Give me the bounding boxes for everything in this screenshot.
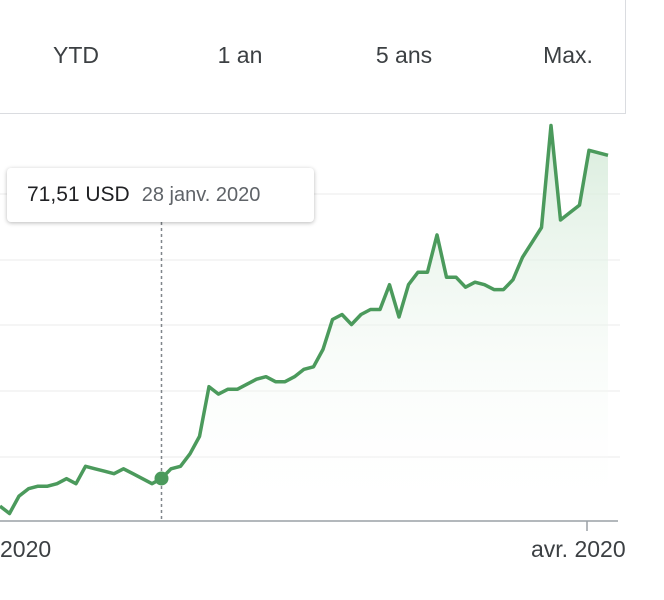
price-area-fill bbox=[0, 125, 608, 521]
range-tab-bar: YTD 1 an 5 ans Max. bbox=[0, 0, 626, 114]
tooltip-date: 28 janv. 2020 bbox=[141, 184, 261, 206]
x-axis-label-2020: 2020 bbox=[0, 536, 52, 562]
tooltip-price: 71,51 USD bbox=[27, 183, 130, 206]
x-axis-label-apr-2020: avr. 2020 bbox=[531, 536, 626, 562]
price-tooltip: 71,51 USD 28 janv. 2020 bbox=[7, 168, 314, 222]
tab-max[interactable]: Max. bbox=[543, 42, 593, 68]
tab-1-an[interactable]: 1 an bbox=[217, 42, 263, 68]
highlighted-point-marker bbox=[154, 471, 169, 486]
tab-5-ans[interactable]: 5 ans bbox=[375, 42, 433, 68]
price-line bbox=[0, 123, 609, 516]
tab-ytd[interactable]: YTD bbox=[53, 42, 99, 68]
